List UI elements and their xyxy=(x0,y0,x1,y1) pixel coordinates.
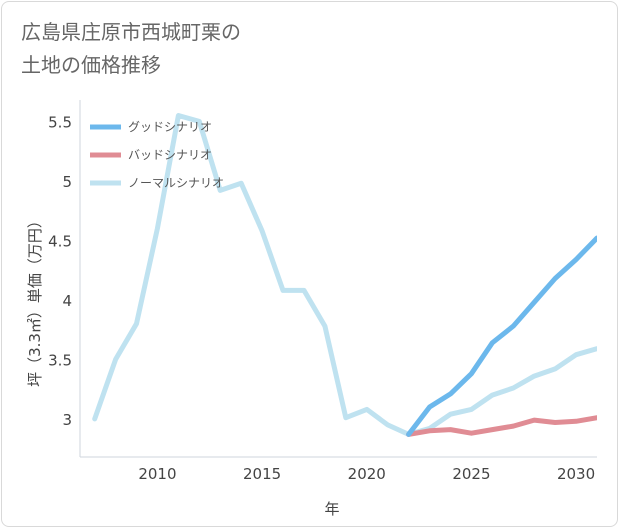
series-line-normal xyxy=(92,113,597,437)
x-axis-ticks: 2010 2015 2020 2025 2030 xyxy=(138,465,595,483)
x-tick-label: 2020 xyxy=(348,465,386,483)
chart-title: 広島県庄原市西城町栗の 土地の価格推移 xyxy=(21,20,241,77)
y-tick-label: 3.5 xyxy=(48,351,72,369)
y-tick-label: 5 xyxy=(62,173,72,191)
plot-background xyxy=(80,100,597,457)
series-line-bad xyxy=(406,415,597,437)
x-tick-label: 2015 xyxy=(243,465,281,483)
series-lines xyxy=(92,113,597,437)
y-tick-label: 4.5 xyxy=(48,232,72,250)
y-axis-ticks: 3 3.5 4 4.5 5 5.5 xyxy=(48,113,72,429)
x-tick-label: 2010 xyxy=(138,465,176,483)
y-tick-label: 3 xyxy=(62,411,72,429)
legend-label: バッドシナリオ xyxy=(128,148,212,162)
legend-label: ノーマルシナリオ xyxy=(128,176,224,190)
x-tick-label: 2025 xyxy=(452,465,490,483)
y-tick-label: 4 xyxy=(62,292,72,310)
plot-frame xyxy=(79,100,597,458)
series-line-good xyxy=(406,235,597,437)
legend-label: グッドシナリオ xyxy=(128,120,212,134)
x-tick-label: 2030 xyxy=(557,465,595,483)
y-axis-label: 坪（3.3㎡）単価（万円） xyxy=(26,213,44,387)
y-tick-label: 5.5 xyxy=(48,113,72,131)
x-axis-label: 年 xyxy=(324,500,339,518)
